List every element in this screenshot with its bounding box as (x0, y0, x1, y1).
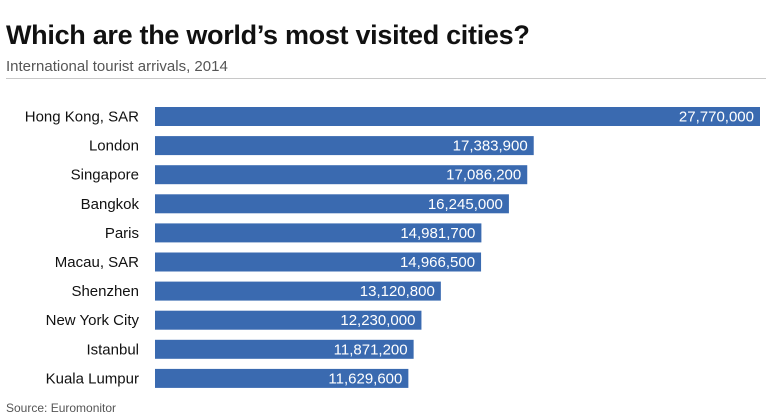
value-label-macau-sar: 14,966,500 (400, 254, 475, 271)
bar-singapore (155, 165, 528, 185)
bar-paris (155, 223, 482, 243)
chart-subtitle: International tourist arrivals, 2014 (6, 58, 228, 75)
chart-title: Which are the world’s most visited citie… (6, 20, 530, 50)
value-label-london: 17,383,900 (453, 138, 528, 155)
value-label-bangkok: 16,245,000 (428, 196, 503, 213)
bar-london (155, 136, 534, 156)
category-label-macau-sar: Macau, SAR (55, 254, 139, 271)
bar-hong-kong-sar (155, 107, 760, 126)
bar-istanbul (155, 339, 414, 359)
category-label-singapore: Singapore (71, 167, 139, 184)
category-label-bangkok: Bangkok (81, 196, 140, 213)
bar-kuala-lumpur (155, 368, 409, 388)
bar-new-york-city (155, 310, 422, 330)
value-label-hong-kong-sar: 27,770,000 (679, 109, 754, 126)
category-label-shenzhen: Shenzhen (71, 283, 139, 300)
source-note: Source: Euromonitor (6, 401, 117, 415)
bar-macau-sar (155, 252, 482, 272)
category-label-new-york-city: New York City (46, 312, 140, 329)
category-label-london: London (89, 138, 139, 155)
value-label-shenzhen: 13,120,800 (360, 283, 435, 300)
value-label-kuala-lumpur: 11,629,600 (328, 370, 402, 387)
value-label-istanbul: 11,871,200 (334, 341, 408, 358)
category-label-hong-kong-sar: Hong Kong, SAR (25, 109, 139, 126)
value-label-singapore: 17,086,200 (446, 167, 521, 184)
category-label-istanbul: Istanbul (86, 341, 139, 358)
bar-shenzhen (155, 281, 441, 301)
category-label-kuala-lumpur: Kuala Lumpur (46, 370, 139, 387)
value-label-new-york-city: 12,230,000 (340, 312, 415, 329)
title-divider (6, 78, 766, 79)
bar-bangkok (155, 194, 509, 214)
category-label-paris: Paris (105, 225, 139, 242)
value-label-paris: 14,981,700 (400, 225, 475, 242)
